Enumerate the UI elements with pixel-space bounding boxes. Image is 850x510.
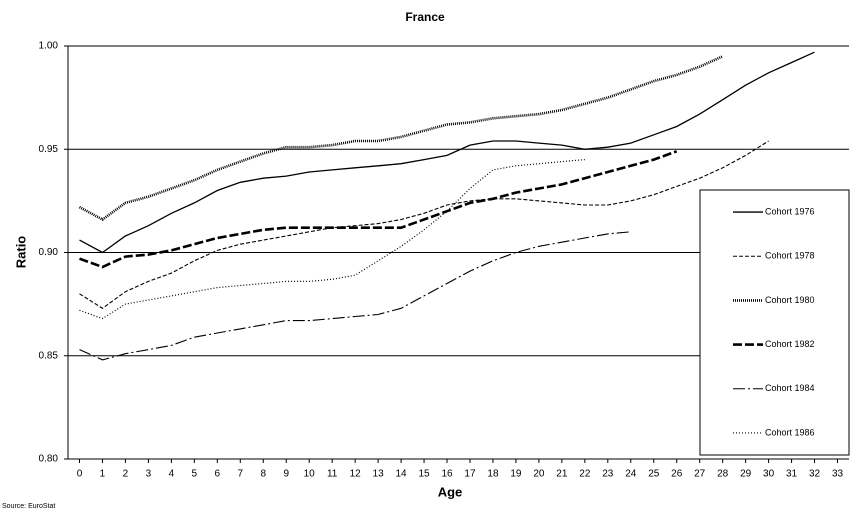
y-tick-label: 0.90 [39, 247, 59, 258]
source-note: Source: EuroStat [2, 503, 55, 510]
x-tick-label: 6 [215, 469, 221, 480]
x-tick-label: 9 [283, 469, 289, 480]
x-tick-label: 11 [327, 469, 338, 480]
series-line [79, 159, 585, 320]
x-tick-label: 21 [556, 469, 568, 480]
chart-title: France [405, 10, 445, 24]
legend-label: Cohort 1982 [765, 339, 815, 349]
x-tick-label: 12 [350, 469, 362, 480]
x-tick-label: 26 [671, 469, 683, 480]
y-tick-label: 0.80 [39, 454, 59, 465]
x-axis-label: Age [438, 484, 463, 499]
x-tick-label: 29 [740, 469, 752, 480]
x-tick-label: 8 [260, 469, 266, 480]
x-tick-label: 30 [763, 469, 775, 480]
x-tick-label: 3 [146, 469, 152, 480]
x-tick-label: 22 [579, 469, 591, 480]
x-tick-label: 10 [304, 469, 316, 480]
x-tick-label: 19 [510, 469, 522, 480]
series-line [79, 51, 815, 254]
y-tick-label: 0.95 [39, 144, 59, 155]
x-tick-label: 33 [832, 469, 844, 480]
legend-label: Cohort 1984 [765, 383, 815, 393]
x-tick-label: 32 [809, 469, 821, 480]
legend-label: Cohort 1980 [765, 295, 815, 305]
series-line [79, 231, 631, 361]
x-tick-label: 28 [717, 469, 729, 480]
x-tick-label: 4 [169, 469, 175, 480]
x-tick-label: 0 [77, 469, 83, 480]
x-tick-label: 7 [237, 469, 243, 480]
x-tick-label: 1 [100, 469, 106, 480]
y-axis-label: Ratio [13, 236, 28, 269]
x-tick-label: 27 [694, 469, 706, 480]
x-tick-label: 24 [625, 469, 637, 480]
x-tick-label: 15 [418, 469, 430, 480]
legend-label: Cohort 1986 [765, 427, 815, 437]
legend-label: Cohort 1978 [765, 251, 815, 261]
x-tick-label: 2 [123, 469, 129, 480]
x-tick-label: 5 [192, 469, 198, 480]
series-line [79, 140, 769, 309]
x-tick-label: 18 [487, 469, 499, 480]
legend-label: Cohort 1976 [765, 206, 815, 216]
x-tick-label: 20 [533, 469, 545, 480]
x-tick-label: 13 [373, 469, 385, 480]
x-tick-label: 31 [786, 469, 798, 480]
x-tick-label: 23 [602, 469, 614, 480]
x-tick-label: 17 [464, 469, 476, 480]
x-tick-label: 25 [648, 469, 660, 480]
y-tick-label: 0.85 [39, 350, 59, 361]
y-tick-label: 1.00 [39, 41, 59, 52]
series-line [78, 55, 724, 222]
x-tick-label: 16 [441, 469, 453, 480]
legend-box [699, 189, 850, 456]
x-tick-label: 14 [396, 469, 408, 480]
series-line [79, 150, 678, 269]
